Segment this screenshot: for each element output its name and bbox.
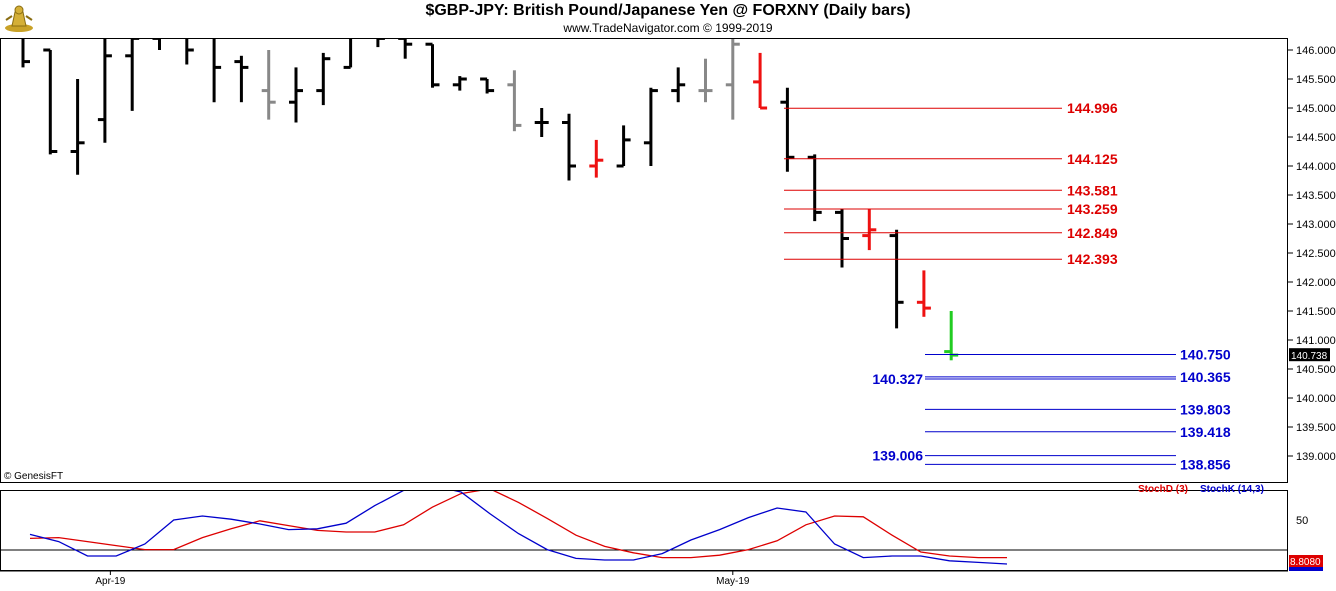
ohlc-bar — [289, 67, 303, 123]
stoch-panel-frame — [0, 490, 1288, 571]
blue-level-label: 140.365 — [1180, 369, 1231, 385]
x-axis-label: May-19 — [716, 576, 750, 587]
ohlc-bar — [944, 311, 959, 361]
blue-level-label: 139.803 — [1180, 401, 1231, 417]
ohlc-bar — [562, 113, 576, 181]
ohlc-bar — [452, 76, 467, 91]
last-price-label: 140.738 — [1291, 351, 1328, 362]
ohlc-bar — [343, 39, 353, 69]
ohlc-bar — [780, 87, 795, 172]
stochastic-panel: 50 StochD (3) StochK (14,3) 8.8080 — [1, 484, 1323, 571]
legend-stoch-k: StochK (14,3) — [1200, 484, 1264, 495]
ohlc-bar — [43, 48, 58, 155]
price-axis-label: 143.500 — [1296, 190, 1336, 202]
price-axis-label: 146.000 — [1296, 45, 1336, 57]
ohlc-bar — [753, 52, 768, 110]
price-axis-label: 140.500 — [1296, 364, 1336, 376]
price-axis-label: 141.000 — [1296, 335, 1336, 347]
stoch-d-line — [29, 491, 1007, 559]
ohlc-bar — [376, 39, 385, 48]
ohlc-bar — [185, 39, 194, 65]
blue-level-label: 138.856 — [1180, 456, 1231, 472]
blue-level-label: 140.750 — [1180, 347, 1231, 363]
ohlc-bar — [507, 70, 522, 132]
stoch-last-value: 8.8080 — [1290, 557, 1321, 568]
ohlc-bar — [234, 55, 249, 103]
red-level-label: 143.581 — [1067, 182, 1118, 198]
ohlc-bar — [152, 39, 161, 50]
ohlc-bar — [589, 139, 604, 178]
ohlc-bar — [671, 67, 686, 103]
ohlc-bar — [21, 39, 30, 68]
ohlc-bar — [862, 209, 877, 251]
blue-level-label: 140.327 — [872, 371, 923, 387]
price-axis-label: 144.000 — [1296, 161, 1336, 173]
price-axis-label: 139.000 — [1296, 451, 1336, 463]
price-axis-label: 142.500 — [1296, 248, 1336, 260]
last-price-marker: 140.738 — [1289, 348, 1330, 362]
ohlc-bar — [261, 50, 276, 120]
red-level-label: 143.259 — [1067, 201, 1118, 217]
ohlc-bar — [212, 39, 222, 103]
x-axis: Apr-19 May-19 — [95, 571, 750, 587]
price-axis-label: 145.000 — [1296, 103, 1336, 115]
price-axis: 146.000 145.500 145.000 144.500 144.000 143.5… — [1288, 45, 1336, 463]
ohlc-bar — [97, 39, 112, 143]
legend-stoch-d: StochD (3) — [1138, 484, 1188, 495]
ohlc-bar — [725, 39, 740, 120]
ohlc-bar — [316, 52, 331, 106]
chart-header: $GBP-JPY: British Pound/Japanese Yen @ F… — [0, 0, 1336, 38]
chart-subtitle: www.TradeNavigator.com © 1999-2019 — [563, 21, 773, 35]
red-level-label: 144.125 — [1067, 151, 1118, 167]
price-axis-label: 144.500 — [1296, 132, 1336, 144]
price-levels: 144.996 144.125 143.581 143.259 142.849 142.3… — [784, 100, 1231, 472]
blue-level-label: 139.418 — [1180, 424, 1231, 440]
price-panel-frame — [0, 38, 1288, 483]
last-price-box — [1289, 348, 1330, 362]
red-level-label: 142.849 — [1067, 225, 1118, 241]
stoch-d-last-box — [1289, 555, 1323, 567]
red-level-label: 144.996 — [1067, 100, 1118, 116]
ohlc-bar — [534, 108, 549, 137]
stoch-k-line — [29, 491, 1008, 565]
ohlc-bar — [889, 229, 904, 329]
stoch-axis-label: 50 — [1296, 515, 1308, 527]
ohlc-bar — [643, 87, 658, 166]
x-axis-label: Apr-19 — [95, 576, 125, 587]
ohlc-bar — [425, 42, 440, 88]
price-axis-label: 145.500 — [1296, 74, 1336, 86]
ohlc-bar — [698, 58, 713, 103]
ohlc-bar — [835, 209, 849, 268]
red-level-label: 142.393 — [1067, 251, 1118, 267]
chart-title: $GBP-JPY: British Pound/Japanese Yen @ F… — [425, 2, 911, 19]
price-axis-label: 143.000 — [1296, 219, 1336, 231]
ohlc-bars — [21, 39, 959, 361]
price-axis-label: 141.500 — [1296, 306, 1336, 318]
ohlc-bar — [916, 270, 931, 317]
watermark: © GenesisFT — [4, 471, 63, 482]
price-axis-label: 140.000 — [1296, 393, 1336, 405]
blue-level-label: 139.006 — [872, 448, 923, 464]
ohlc-bar — [616, 125, 631, 168]
ohlc-bar — [70, 79, 85, 175]
ohlc-bar — [480, 77, 495, 94]
ohlc-bar — [125, 39, 140, 111]
price-axis-label: 142.000 — [1296, 277, 1336, 289]
ohlc-bar — [807, 154, 822, 222]
price-axis-label: 139.500 — [1296, 422, 1336, 434]
ohlc-bar — [398, 39, 413, 59]
trade-navigator-logo-icon — [2, 2, 36, 34]
